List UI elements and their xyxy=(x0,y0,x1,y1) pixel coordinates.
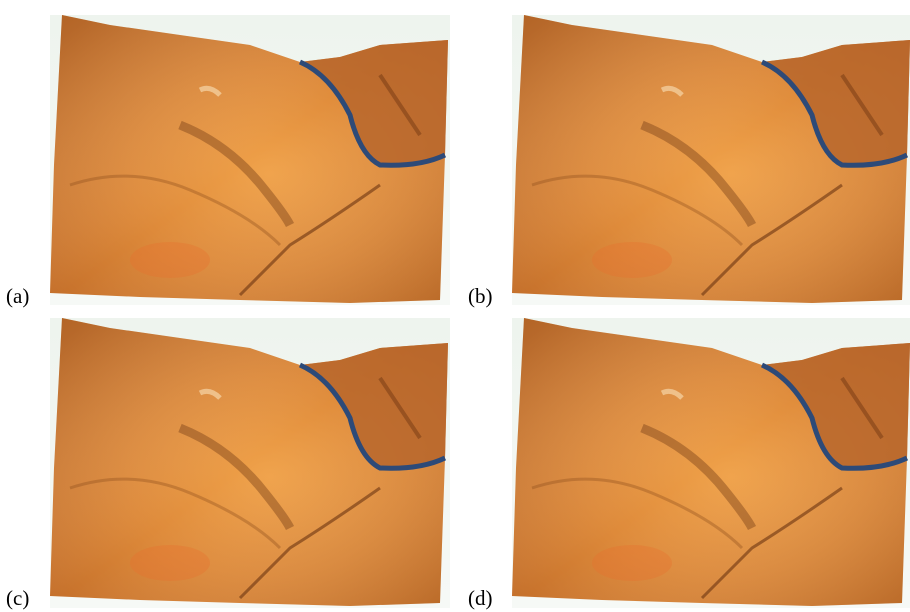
panel-c: (c) xyxy=(6,318,450,610)
panel-d: (d) xyxy=(468,318,910,610)
panel-b: (b) xyxy=(468,15,910,308)
terrain-image xyxy=(50,318,450,608)
panel-a: (a) xyxy=(6,15,450,308)
terrain-image xyxy=(50,15,450,305)
panel-label: (a) xyxy=(6,284,29,308)
terrain-image xyxy=(512,15,910,305)
terrain-image xyxy=(512,318,910,608)
figure: (a) (b) (c) (d) xyxy=(0,0,910,612)
panel-label: (b) xyxy=(468,284,493,308)
panel-label: (c) xyxy=(6,586,29,610)
panel-label: (d) xyxy=(468,586,493,610)
